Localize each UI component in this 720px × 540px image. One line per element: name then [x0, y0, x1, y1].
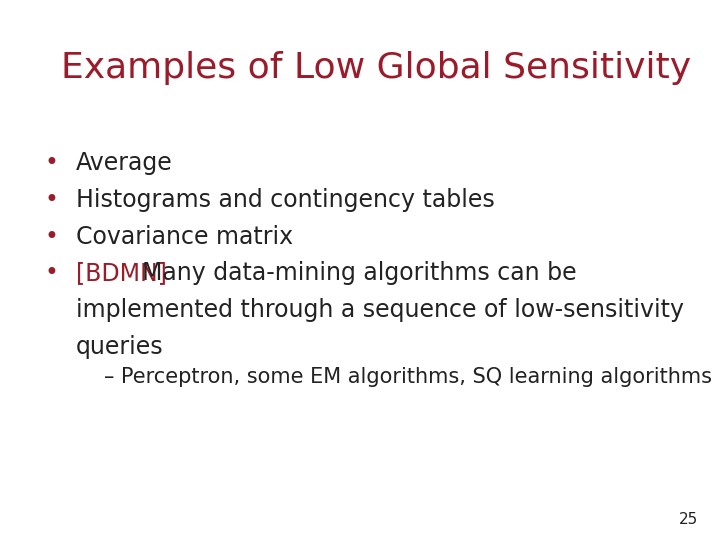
Text: Covariance matrix: Covariance matrix [76, 225, 293, 248]
Text: •: • [45, 151, 59, 175]
Text: [BDMN]: [BDMN] [76, 261, 166, 285]
Text: Many data-mining algorithms can be: Many data-mining algorithms can be [142, 261, 577, 285]
Text: Average: Average [76, 151, 172, 175]
Text: – Perceptron, some EM algorithms, SQ learning algorithms: – Perceptron, some EM algorithms, SQ lea… [104, 367, 712, 387]
Text: Histograms and contingency tables: Histograms and contingency tables [76, 188, 495, 212]
Text: •: • [45, 261, 59, 285]
Text: •: • [45, 225, 59, 248]
Text: implemented through a sequence of low-sensitivity: implemented through a sequence of low-se… [76, 298, 683, 322]
Text: queries: queries [76, 335, 163, 359]
Text: Examples of Low Global Sensitivity: Examples of Low Global Sensitivity [61, 51, 691, 85]
Text: •: • [45, 188, 59, 212]
Text: 25: 25 [679, 511, 698, 526]
